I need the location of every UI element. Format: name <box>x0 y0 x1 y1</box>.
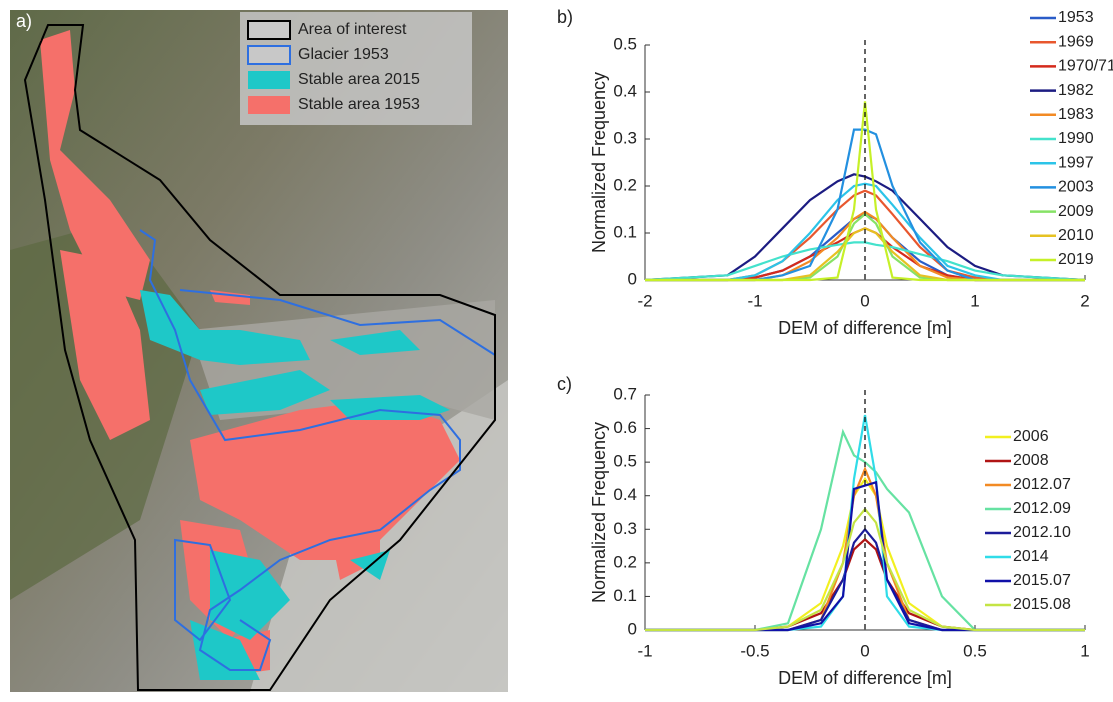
legend-label: 1953 <box>1058 9 1094 26</box>
legend-swatch <box>248 71 290 89</box>
x-tick-label: -1 <box>637 641 652 660</box>
legend-label: Glacier 1953 <box>298 46 389 63</box>
y-tick-label: 0.6 <box>613 418 637 437</box>
y-tick-label: 0.4 <box>613 485 637 504</box>
y-tick-label: 0.3 <box>613 519 637 538</box>
legend-label: 2008 <box>1013 452 1049 469</box>
y-tick-label: 0.3 <box>613 128 637 147</box>
legend-label: 2003 <box>1058 179 1094 196</box>
legend-swatch <box>248 46 290 64</box>
x-tick-label: 0 <box>860 641 869 660</box>
figure: a) Area of interest Glacier 1953 Stable ar… <box>0 0 1113 702</box>
y-tick-label: 0.7 <box>613 384 637 403</box>
legend-label: Area of interest <box>298 21 407 38</box>
y-tick-label: 0.5 <box>613 452 637 471</box>
legend-label: 2009 <box>1058 203 1094 220</box>
x-tick-label: 1 <box>1080 641 1089 660</box>
legend-label: 1983 <box>1058 106 1094 123</box>
legend-swatch <box>248 96 290 114</box>
chart: c) 0 0.1 0.2 0.3 0.4 0.5 0.6 0.7 -1 -0.5 0 0.5 1 DEM o… <box>557 374 1090 688</box>
legend-label: Stable area 2015 <box>298 71 420 88</box>
legend-label: 2012.10 <box>1013 524 1071 541</box>
x-tick-label: 0 <box>860 291 869 310</box>
legend-label: 1997 <box>1058 154 1094 171</box>
legend-swatch <box>248 21 290 39</box>
x-tick-label: 0.5 <box>963 641 987 660</box>
panel-label: a) <box>16 11 32 31</box>
series-line <box>645 228 1085 280</box>
legend-label: 2012.07 <box>1013 476 1071 493</box>
y-tick-label: 0.5 <box>613 34 637 53</box>
legend-label: 2014 <box>1013 548 1049 565</box>
legend-label: 2006 <box>1013 428 1049 445</box>
x-tick-label: -2 <box>637 291 652 310</box>
legend-label: 1990 <box>1058 130 1094 147</box>
y-axis-title: Normalized Frequency <box>589 422 609 603</box>
legend-label: 2010 <box>1058 227 1094 244</box>
y-tick-label: 0 <box>628 269 637 288</box>
x-tick-label: -0.5 <box>740 641 769 660</box>
x-tick-label: 2 <box>1080 291 1089 310</box>
series-line <box>645 228 1085 280</box>
chart: b) 0 0.1 0.2 0.3 0.4 0.5 -2 -1 0 1 2 DEM of differen… <box>557 7 1113 338</box>
y-tick-label: 0.2 <box>613 175 637 194</box>
panel-label: b) <box>557 7 573 27</box>
legend-label: 1969 <box>1058 33 1094 50</box>
legend-label: 2019 <box>1058 251 1094 268</box>
x-axis-title: DEM of difference [m] <box>778 668 952 688</box>
legend-label: Stable area 1953 <box>298 96 420 113</box>
x-axis-title: DEM of difference [m] <box>778 318 952 338</box>
y-tick-label: 0.1 <box>613 222 637 241</box>
legend-label: 2015.08 <box>1013 596 1071 613</box>
y-tick-label: 0.1 <box>613 586 637 605</box>
x-tick-label: 1 <box>970 291 979 310</box>
legend-label: 1970/71 <box>1058 58 1113 75</box>
legend-label: 1982 <box>1058 82 1094 99</box>
legend-label: 2015.07 <box>1013 572 1071 589</box>
y-tick-label: 0.4 <box>613 81 637 100</box>
y-tick-label: 0.2 <box>613 552 637 571</box>
legend-label: 2012.09 <box>1013 500 1071 517</box>
panel-label: c) <box>557 374 572 394</box>
y-tick-label: 0 <box>628 619 637 638</box>
y-axis-title: Normalized Frequency <box>589 72 609 253</box>
map-panel: a) Area of interest Glacier 1953 Stable ar… <box>10 10 508 692</box>
x-tick-label: -1 <box>747 291 762 310</box>
